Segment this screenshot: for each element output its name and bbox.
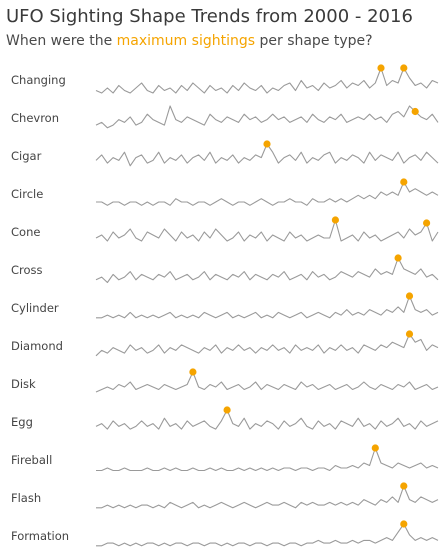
sparkline-chevron xyxy=(95,105,439,129)
sparkline-row-diamond: Diamond xyxy=(11,330,439,357)
shape-label-changing: Changing xyxy=(11,73,66,87)
sparkline-formation xyxy=(96,523,439,547)
shape-label-cylinder: Cylinder xyxy=(11,301,59,315)
sparkline-row-egg: Egg xyxy=(11,406,439,430)
max-point-cone[interactable] xyxy=(331,216,339,224)
max-point-changing[interactable] xyxy=(377,64,385,72)
max-point-changing[interactable] xyxy=(400,64,408,72)
sparkline-row-circle: Circle xyxy=(11,178,439,206)
sparkline-row-cone: Cone xyxy=(11,216,439,242)
subtitle-before: When were the xyxy=(6,33,117,49)
sparkline-diamond xyxy=(95,333,439,357)
max-point-flash[interactable] xyxy=(400,482,408,490)
max-point-diamond[interactable] xyxy=(405,330,414,338)
sparkline-cone xyxy=(95,219,439,242)
sparkline-row-formation: Formation xyxy=(11,520,439,547)
sparkline-changing xyxy=(95,67,439,94)
shape-label-diamond: Diamond xyxy=(11,339,63,353)
sparkline-row-fireball: Fireball xyxy=(11,444,439,472)
sparkline-row-cylinder: Cylinder xyxy=(11,292,439,319)
max-point-cylinder[interactable] xyxy=(405,292,414,300)
sparkline-row-flash: Flash xyxy=(11,482,439,509)
max-point-circle[interactable] xyxy=(400,178,408,186)
shape-label-fireball: Fireball xyxy=(11,453,52,467)
sparkline-cross xyxy=(95,257,439,284)
sparkline-row-cigar: Cigar xyxy=(11,140,439,167)
chart-subtitle: When were the maximum sightings per shap… xyxy=(6,33,373,49)
shape-label-cross: Cross xyxy=(11,263,43,277)
max-point-egg[interactable] xyxy=(223,406,231,414)
max-point-cigar[interactable] xyxy=(263,140,271,148)
subtitle-highlight: maximum sightings xyxy=(116,33,256,49)
shape-label-egg: Egg xyxy=(11,415,33,429)
max-point-cross[interactable] xyxy=(394,254,402,262)
shape-label-cigar: Cigar xyxy=(11,149,42,163)
sparkline-disk xyxy=(95,371,439,393)
max-point-disk[interactable] xyxy=(189,368,197,376)
subtitle-after: per shape type? xyxy=(255,33,373,49)
max-point-fireball[interactable] xyxy=(371,444,379,452)
max-point-formation[interactable] xyxy=(400,520,408,528)
max-point-chevron[interactable] xyxy=(411,107,419,116)
sparkline-row-changing: Changing xyxy=(11,64,439,94)
shape-label-circle: Circle xyxy=(11,187,43,201)
sparkline-cylinder xyxy=(96,295,439,319)
sparkline-row-disk: Disk xyxy=(11,368,439,393)
sparkline-row-cross: Cross xyxy=(11,254,439,284)
sparkline-flash xyxy=(96,485,439,509)
shape-label-formation: Formation xyxy=(11,529,69,543)
shape-label-disk: Disk xyxy=(11,377,36,391)
sparkline-egg xyxy=(95,409,439,430)
sparkline-fireball xyxy=(96,447,439,472)
sparkline-circle xyxy=(96,181,439,206)
shape-label-chevron: Chevron xyxy=(11,111,59,125)
sparkline-row-chevron: Chevron xyxy=(11,105,439,129)
shape-label-flash: Flash xyxy=(11,491,41,505)
chart-title: UFO Sighting Shape Trends from 2000 - 20… xyxy=(6,6,413,27)
max-point-cone[interactable] xyxy=(423,219,431,227)
shape-label-cone: Cone xyxy=(11,225,40,239)
